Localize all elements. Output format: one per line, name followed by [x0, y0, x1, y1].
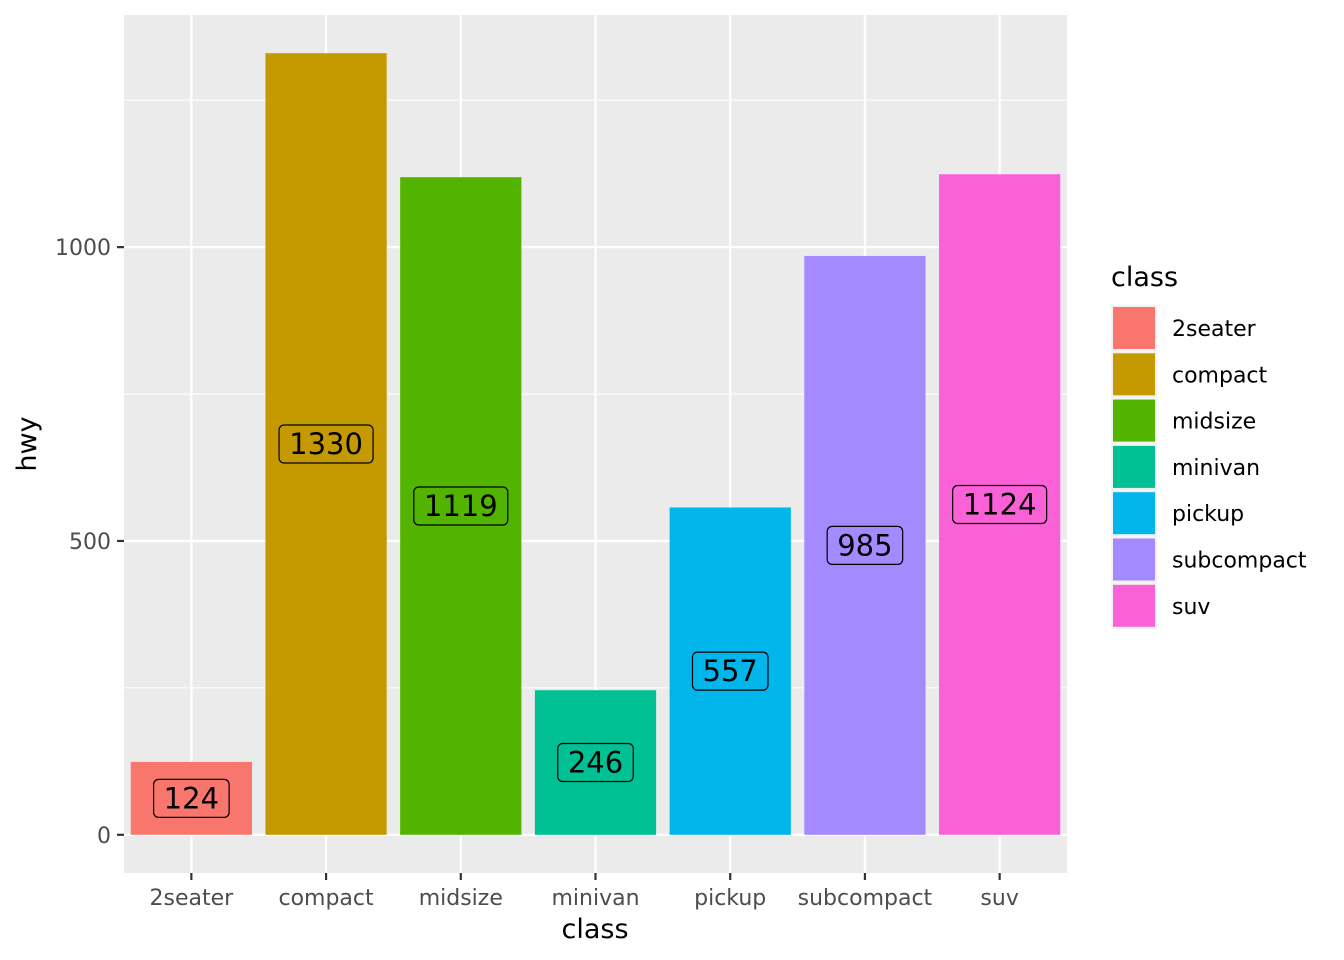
data-label-text: 1124	[963, 488, 1037, 522]
data-label-box	[952, 484, 1048, 525]
data-label-suv: 1124	[952, 484, 1048, 525]
legend-swatch	[1113, 538, 1155, 581]
data-label-box	[557, 742, 634, 783]
legend-swatch	[1113, 399, 1155, 442]
x-tick-label: pickup	[694, 886, 766, 911]
data-label-box	[691, 651, 769, 691]
x-tick-label: suv	[980, 886, 1018, 911]
data-label-box	[413, 486, 509, 526]
y-axis-title: hwy	[12, 416, 43, 471]
data-label-minivan: 246	[557, 742, 634, 783]
legend: class 2seater compact midsize minivan pickup…	[1111, 262, 1307, 629]
legend-label: midsize	[1172, 410, 1256, 435]
data-label-2seater: 124	[153, 778, 230, 818]
legend-item-subcompact: subcompact	[1111, 536, 1307, 583]
data-label-pickup: 557	[691, 651, 769, 691]
data-label-text: 985	[837, 528, 892, 562]
legend-item-suv: suv	[1111, 582, 1210, 629]
data-label-text: 124	[164, 781, 219, 815]
legend-item-midsize: midsize	[1111, 397, 1256, 444]
legend-item-pickup: pickup	[1111, 490, 1244, 537]
data-label-text: 1119	[424, 489, 498, 523]
x-axis-title: class	[561, 914, 628, 945]
x-axis: 2seater compact midsize minivan pickup subcom…	[150, 873, 1019, 911]
x-tick-label: 2seater	[150, 886, 235, 911]
data-label-text: 246	[568, 746, 623, 780]
legend-label: pickup	[1172, 502, 1244, 527]
legend-label: suv	[1172, 595, 1210, 620]
x-tick-label: midsize	[419, 886, 503, 911]
legend-swatch	[1113, 492, 1155, 535]
data-label-box	[826, 525, 904, 565]
y-tick-label: 0	[97, 824, 111, 849]
data-label-text: 557	[703, 654, 758, 688]
x-tick-label: compact	[278, 886, 374, 911]
data-label-midsize: 1119	[413, 486, 509, 526]
legend-swatch	[1113, 584, 1155, 627]
legend-swatch	[1113, 307, 1155, 349]
x-tick-label: minivan	[551, 886, 639, 911]
legend-swatch	[1113, 445, 1155, 488]
legend-item-2seater: 2seater	[1111, 305, 1257, 351]
legend-title: class	[1111, 262, 1178, 293]
legend-swatch	[1113, 353, 1155, 396]
legend-label: minivan	[1172, 456, 1260, 481]
x-tick-label: subcompact	[798, 886, 933, 911]
y-axis: 0 500 1000	[55, 236, 124, 849]
legend-label: compact	[1172, 363, 1268, 388]
legend-label: 2seater	[1172, 317, 1257, 342]
data-label-subcompact: 985	[826, 525, 904, 565]
y-tick-label: 1000	[55, 236, 111, 261]
legend-item-compact: compact	[1111, 351, 1268, 398]
data-labels: 124 1330 1119 246 557 985 1124	[153, 424, 1048, 818]
y-tick-label: 500	[69, 530, 111, 555]
data-label-text: 1330	[289, 427, 363, 461]
legend-label: subcompact	[1172, 549, 1307, 574]
legend-item-minivan: minivan	[1111, 443, 1260, 490]
data-label-box	[153, 778, 230, 818]
data-label-box	[278, 424, 374, 464]
data-label-compact: 1330	[278, 424, 374, 464]
